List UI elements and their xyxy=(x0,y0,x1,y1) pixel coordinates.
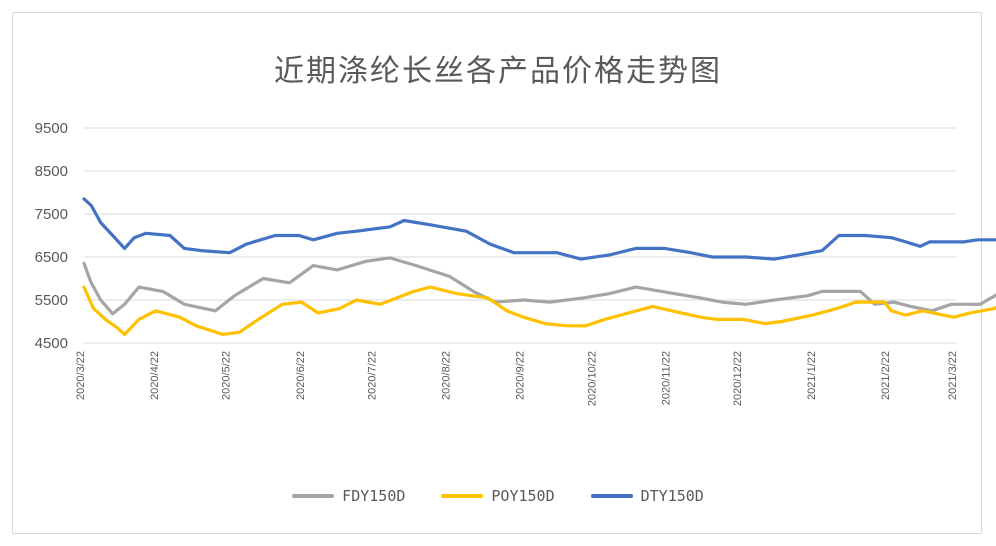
legend-item-fdy150d: FDY150D xyxy=(292,487,405,505)
x-tick-label: 2020/11/22 xyxy=(660,351,672,405)
x-tick-label: 2020/8/22 xyxy=(441,351,453,400)
y-tick-label: 5500 xyxy=(35,292,68,309)
series-line-dty150d xyxy=(82,197,996,261)
x-tick-label: 2020/3/22 xyxy=(75,351,87,400)
x-tick-label: 2020/10/22 xyxy=(586,351,598,406)
x-tick-label: 2021/3/22 xyxy=(947,351,959,400)
legend-swatch xyxy=(292,494,335,498)
legend-label: DTY150D xyxy=(640,487,704,505)
series-line-fdy150d xyxy=(82,256,996,316)
chart-legend: FDY150D POY150D DTY150D xyxy=(0,487,996,505)
y-tick-label: 9500 xyxy=(35,120,68,137)
y-tick-label: 4500 xyxy=(35,335,68,352)
chart-frame xyxy=(12,12,982,534)
x-tick-label: 2020/6/22 xyxy=(295,351,307,400)
y-axis-ticks: 4500 5500 6500 7500 8500 9500 xyxy=(35,120,68,352)
x-tick-label: 2021/2/22 xyxy=(880,351,892,400)
x-tick-label: 2020/7/22 xyxy=(366,351,378,400)
legend-swatch xyxy=(590,494,633,498)
y-tick-label: 8500 xyxy=(35,163,68,180)
y-tick-label: 7500 xyxy=(35,206,68,223)
x-axis-ticks: 2020/3/22 2020/4/22 2020/5/22 2020/6/22 2020… xyxy=(75,351,959,406)
legend-label: POY150D xyxy=(491,487,555,505)
x-tick-label: 2020/9/22 xyxy=(515,351,527,400)
legend-swatch xyxy=(441,494,484,498)
x-tick-label: 2020/4/22 xyxy=(149,351,161,400)
chart-title: 近期涤纶长丝各产品价格走势图 xyxy=(274,54,722,89)
series-lines xyxy=(82,197,996,336)
y-tick-label: 6500 xyxy=(35,249,68,266)
x-tick-label: 2020/5/22 xyxy=(221,351,233,400)
legend-label: FDY150D xyxy=(342,487,406,505)
legend-item-dty150d: DTY150D xyxy=(590,487,704,505)
legend-item-poy150d: POY150D xyxy=(441,487,555,505)
series-line-poy150d xyxy=(82,285,996,336)
x-tick-label: 2021/1/22 xyxy=(806,351,818,400)
x-tick-label: 2020/12/22 xyxy=(732,351,744,406)
